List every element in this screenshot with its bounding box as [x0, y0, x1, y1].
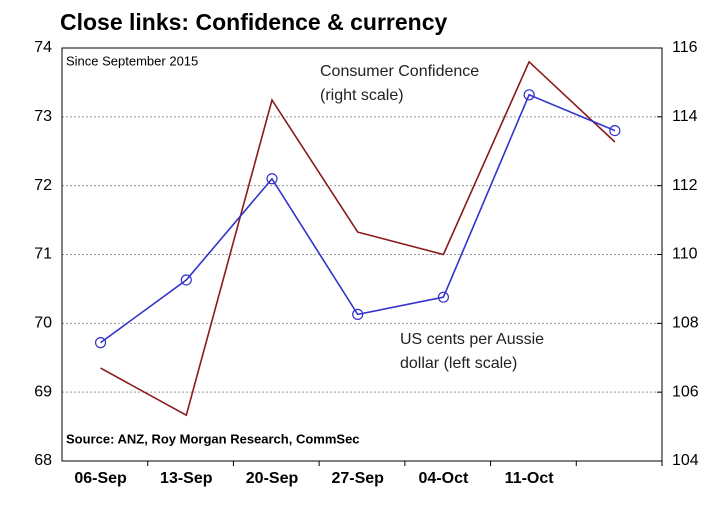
point: [609, 125, 621, 137]
y2-tick-label: 112: [672, 177, 698, 194]
point: [180, 274, 192, 286]
subtitle: Since September 2015: [66, 53, 198, 68]
point: [352, 308, 364, 320]
y2-tick-label: 110: [672, 246, 698, 263]
source: Source: ANZ, Roy Morgan Research, CommSe…: [66, 431, 360, 446]
y-tick-label: 72: [34, 177, 52, 194]
x-tick-label: 20-Sep: [246, 470, 299, 487]
point: [266, 173, 278, 185]
x-tick-label: 27-Sep: [331, 470, 384, 487]
annotation: US cents per Aussie: [400, 331, 544, 348]
annotation: dollar (left scale): [400, 355, 517, 372]
y2-tick-label: 108: [672, 315, 699, 332]
y-tick-label: 73: [34, 108, 52, 125]
y-tick-label: 68: [34, 452, 52, 469]
chart-title: Close links: Confidence & currency: [60, 9, 447, 35]
y2-tick-label: 114: [672, 108, 698, 125]
y-tick-label: 70: [34, 315, 52, 332]
y2-tick-label: 104: [672, 452, 699, 469]
point: [94, 337, 107, 349]
point: [523, 89, 535, 101]
x-tick-label: 04-Oct: [419, 470, 469, 487]
x-tick-label: 13-Sep: [160, 470, 213, 487]
point: [437, 291, 450, 303]
annotation: (right scale): [320, 87, 404, 104]
y-tick-label: 69: [34, 383, 52, 400]
y2-tick-label: 106: [672, 383, 699, 400]
y-tick-label: 74: [34, 39, 52, 56]
plot-frame: [61, 47, 663, 462]
y-tick-label: 71: [34, 246, 52, 263]
annotation: Consumer Confidence: [320, 63, 479, 80]
series-line: [100, 60, 616, 417]
x-tick-label: 06-Sep: [74, 470, 127, 487]
y2-tick-label: 116: [672, 39, 698, 56]
x-tick-label: 11-Oct: [505, 470, 555, 487]
series-line: [100, 93, 616, 344]
